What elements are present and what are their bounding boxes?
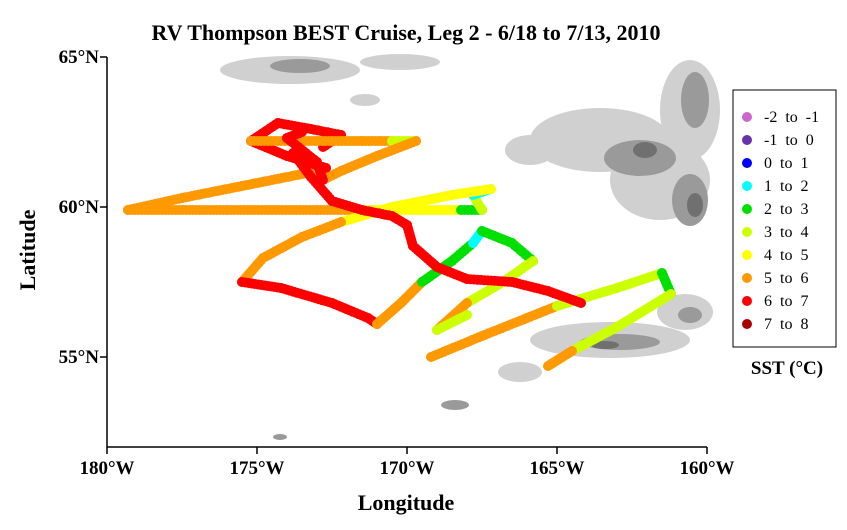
y-tick-label: 65°N: [59, 47, 100, 68]
legend-swatch: [742, 250, 752, 260]
track-segment: [432, 310, 472, 335]
x-tick-label: 165°W: [529, 458, 584, 479]
legend-swatch: [742, 181, 752, 191]
legend: -2 to -1 -1 to 0 0 to 1 1 to 2 2 to 3 3 to 4 4…: [732, 89, 837, 348]
x-axis-title: Longitude: [358, 490, 455, 515]
track-segment: [552, 268, 667, 311]
y-tick-label: 55°N: [59, 347, 100, 368]
legend-swatch: [742, 296, 752, 306]
track-point: [462, 310, 472, 320]
legend-swatch: [742, 273, 752, 283]
legend-swatch: [742, 135, 752, 145]
track-segment: [372, 277, 427, 329]
y-axis-title: Latitude: [15, 209, 40, 290]
legend-label: 7 to 8: [764, 316, 808, 333]
track-point: [297, 127, 307, 137]
x-axis: 180°W 175°W 170°W 165°W 160°W: [79, 447, 735, 479]
legend-label: 1 to 2: [764, 178, 808, 195]
x-tick-label: 160°W: [679, 458, 734, 479]
legend-label: 2 to 3: [764, 201, 808, 218]
legend-swatch: [742, 158, 752, 168]
track-point: [576, 298, 586, 308]
track-segment: [477, 226, 538, 266]
legend-label: 4 to 5: [764, 247, 808, 264]
track-segment: [237, 277, 382, 329]
cloud-background: [107, 54, 720, 447]
x-tick-label: 180°W: [79, 458, 134, 479]
legend-label: 6 to 7: [764, 293, 808, 310]
track-point: [543, 361, 553, 371]
track-segment: [123, 205, 367, 215]
legend-title: SST (°C): [751, 358, 823, 379]
legend-label: 3 to 4: [764, 224, 808, 241]
y-axis: 65°N 60°N 55°N: [59, 47, 107, 368]
x-tick-label: 170°W: [379, 458, 434, 479]
chart-title: RV Thompson BEST Cruise, Leg 2 - 6/18 to…: [152, 20, 661, 45]
x-tick-label: 175°W: [229, 458, 284, 479]
y-tick-label: 60°N: [59, 197, 100, 218]
legend-swatch: [742, 227, 752, 237]
legend-swatch: [742, 112, 752, 122]
legend-label: 5 to 6: [764, 270, 808, 287]
track-segment: [543, 346, 577, 371]
cruise-track: [123, 118, 676, 371]
track-segment: [282, 127, 328, 185]
track-segment: [288, 148, 586, 308]
track-segment: [237, 217, 346, 287]
legend-label: 0 to 1: [764, 155, 808, 172]
legend-label: -2 to -1: [764, 109, 819, 126]
legend-swatch: [742, 319, 752, 329]
legend-label: -1 to 0: [764, 132, 814, 149]
legend-swatch: [742, 204, 752, 214]
track-segment: [246, 136, 397, 146]
